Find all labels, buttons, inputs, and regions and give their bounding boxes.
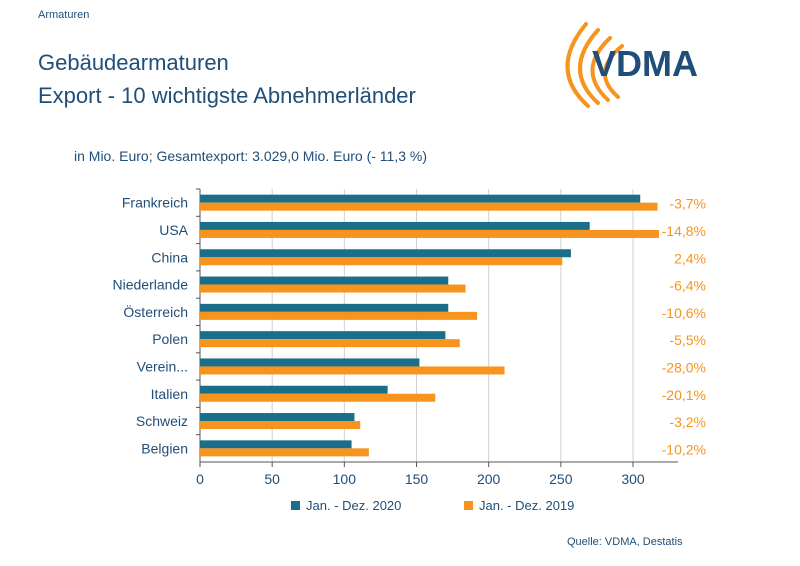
bar-2019 (200, 421, 361, 430)
x-tick-label: 200 (477, 471, 501, 487)
section-label: Armaturen (38, 9, 90, 21)
bar-2019 (200, 366, 505, 375)
legend-label-2019: Jan. - Dez. 2019 (479, 498, 575, 513)
change-label: -3,7% (669, 196, 706, 212)
bar-2020 (200, 276, 449, 285)
bar-2020 (200, 249, 571, 258)
change-label: 2,4% (674, 250, 706, 266)
change-label: -10,6% (662, 305, 706, 321)
bar-2020 (200, 440, 352, 449)
x-tick-label: 0 (196, 471, 204, 487)
change-label: -5,5% (669, 332, 706, 348)
bar-2020 (200, 303, 449, 312)
bar-2019 (200, 448, 369, 457)
bar-2020 (200, 194, 641, 203)
bar-2019 (200, 229, 659, 238)
bar-2020 (200, 413, 355, 422)
bar-2019 (200, 257, 563, 266)
svg-text:VDMA: VDMA (592, 43, 698, 84)
source-note: Quelle: VDMA, Destatis (567, 536, 683, 548)
legend-item-2019: Jan. - Dez. 2019 (464, 498, 574, 513)
legend-label-2020: Jan. - Dez. 2020 (306, 498, 402, 513)
category-label: Niederlande (113, 277, 189, 293)
bar-2019 (200, 284, 466, 293)
category-label: China (151, 249, 188, 265)
change-label: -20,1% (662, 387, 706, 403)
bar-2020 (200, 221, 590, 230)
bar-2019 (200, 311, 478, 320)
chart-title-line2: Export - 10 wichtigste Abnehmerländer (38, 83, 416, 108)
x-tick-label: 50 (264, 471, 280, 487)
x-tick-label: 300 (621, 471, 645, 487)
change-label: -14,8% (662, 223, 706, 239)
legend-swatch-2019 (464, 501, 473, 510)
chart-title-line1: Gebäudearmaturen (38, 50, 229, 75)
x-tick-label: 250 (549, 471, 573, 487)
bar-2020 (200, 358, 420, 367)
change-label: -10,2% (662, 441, 706, 457)
x-tick-label: 150 (405, 471, 429, 487)
bar-2019 (200, 339, 460, 348)
change-label: -28,0% (662, 359, 706, 375)
x-tick-label: 100 (333, 471, 357, 487)
category-label: Österreich (123, 303, 188, 320)
category-label: Polen (152, 331, 188, 347)
legend-swatch-2020 (291, 501, 300, 510)
bar-2020 (200, 331, 446, 340)
bar-2020 (200, 385, 388, 394)
change-label: -6,4% (669, 278, 706, 294)
category-label: Schweiz (136, 413, 188, 429)
category-label: Verein... (137, 358, 188, 374)
change-label: -3,2% (669, 414, 706, 430)
category-label: Italien (151, 386, 188, 402)
chart-subtitle: in Mio. Euro; Gesamtexport: 3.029,0 Mio.… (74, 148, 428, 164)
category-label: Belgien (141, 440, 188, 456)
category-label: USA (159, 222, 188, 238)
bar-2019 (200, 393, 436, 402)
vdma-logo: VDMA (540, 10, 710, 110)
category-label: Frankreich (122, 195, 188, 211)
bar-2019 (200, 202, 658, 211)
legend-item-2020: Jan. - Dez. 2020 (291, 498, 401, 513)
